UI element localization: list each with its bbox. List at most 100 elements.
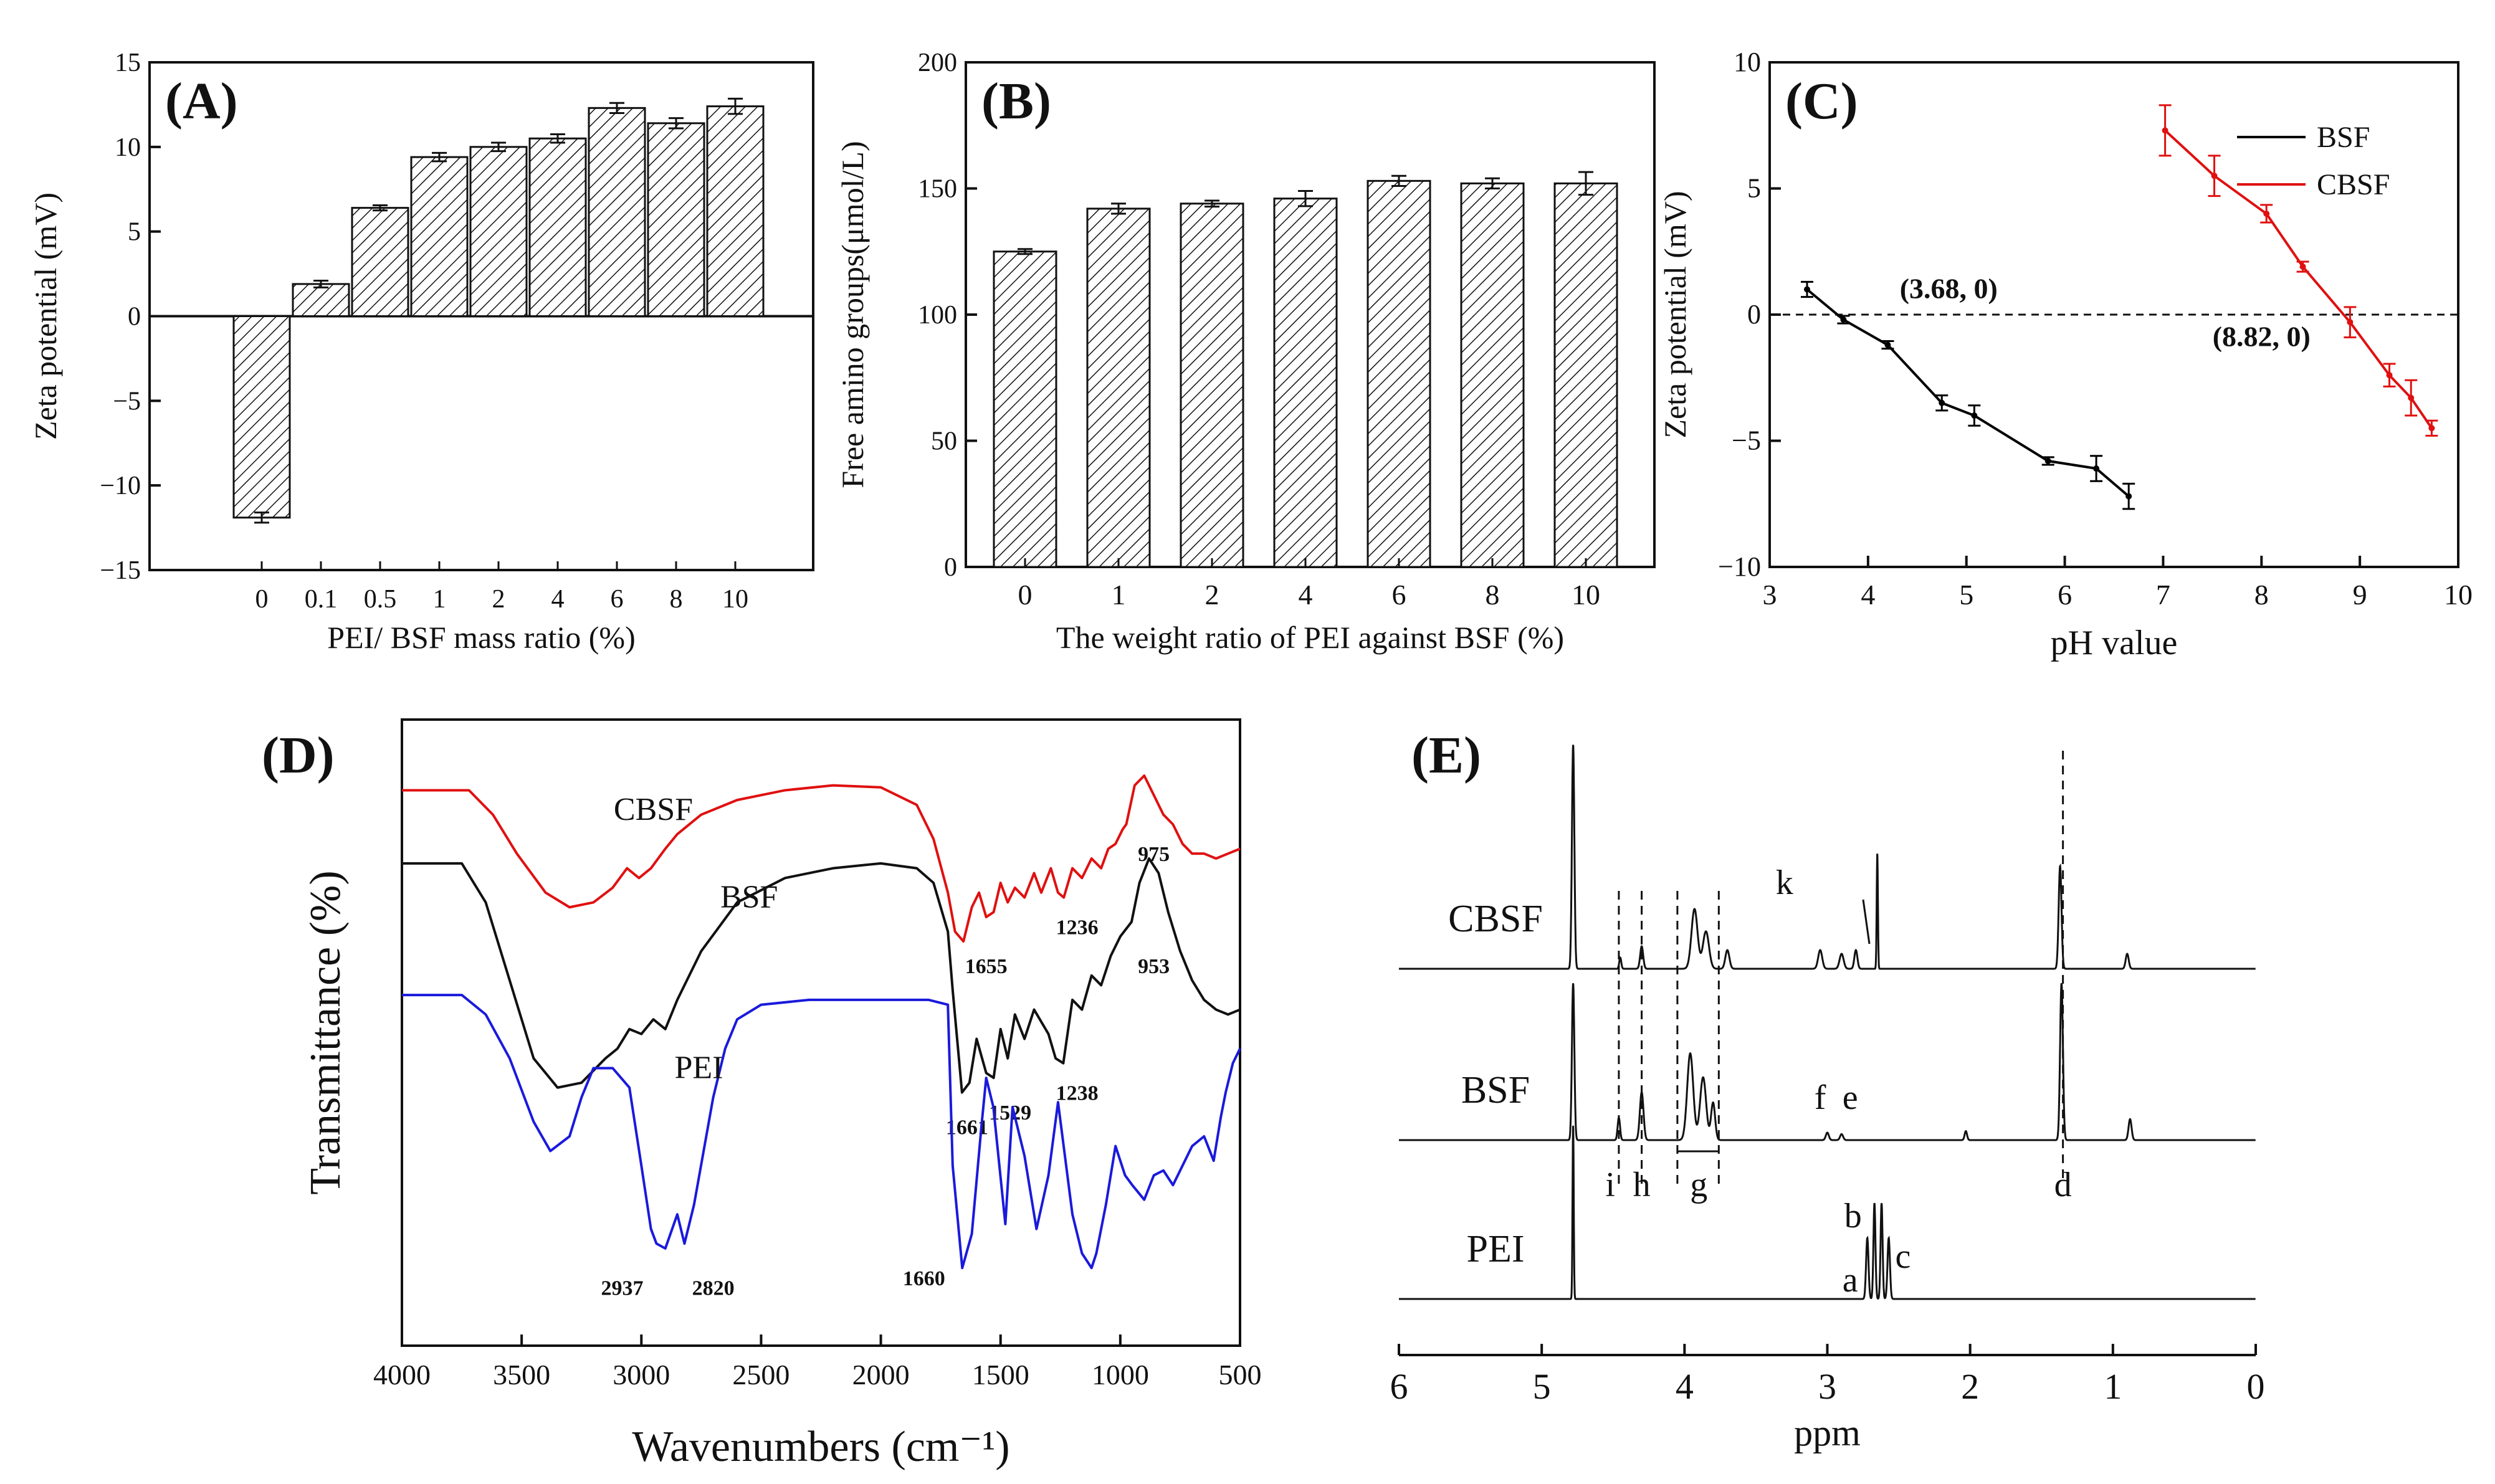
panel-b-xtick-label: 10 [1572, 579, 1600, 611]
panel-a-ytick-label: 5 [128, 218, 141, 247]
panel-c-point [1884, 341, 1891, 348]
panel-d-frame [401, 718, 1241, 1347]
panel-c-point [2093, 465, 2100, 472]
panel-c-xlabel: pH value [2051, 624, 2178, 662]
panel-b-bar [1086, 207, 1151, 568]
panel-a-bar [647, 122, 705, 318]
panel-e-xtick-label: 4 [1676, 1366, 1694, 1407]
panel-b-bar [993, 250, 1057, 568]
panel-a-xtick-label: 0 [255, 585, 269, 614]
panel-e-xtick-label: 5 [1533, 1366, 1551, 1407]
panel-a-xtick-label: 4 [551, 585, 565, 614]
panel-d-xtick-label: 1500 [972, 1359, 1029, 1391]
panel-c-point [2125, 493, 2132, 500]
panel-c-point [1840, 316, 1847, 323]
panel-c-xtick-label: 10 [2444, 579, 2473, 611]
panel-e-xtick-label: 1 [2104, 1366, 2122, 1407]
panel-c-ytick-label: 10 [1734, 47, 1761, 77]
panel-c-point [1939, 399, 1945, 406]
panel-d-xtick-label: 3000 [613, 1359, 670, 1391]
panel-b-xtick-label: 2 [1205, 579, 1219, 611]
panel-c-annotation: (3.68, 0) [1900, 273, 1998, 305]
panel-a-bar [469, 146, 528, 317]
panel-a-ytick-label: 0 [128, 303, 141, 331]
panel-a-bar [706, 105, 765, 317]
panel-b-ytick-label: 0 [944, 553, 957, 582]
panel-a-ytick-label: 10 [115, 133, 141, 162]
panel-d-label: (D) [262, 726, 335, 784]
panel-d-spectrum-bsf [402, 857, 1241, 1094]
panel-b-xtick-label: 8 [1486, 579, 1500, 611]
panel-c-ytick-label: −10 [1718, 551, 1761, 582]
panel-e-peak-label: PEI [1467, 1228, 1525, 1270]
panel-d-peak-label: 1660 [903, 1267, 945, 1290]
panel-b-bar [1367, 179, 1431, 568]
panel-a-xtick-label: 10 [722, 585, 748, 614]
panel-c-ytick-label: −5 [1732, 426, 1761, 456]
panel-d-xtick-label: 500 [1219, 1359, 1262, 1391]
panel-e-peak-label: h [1633, 1166, 1651, 1204]
panel-d-xtick-label: 3500 [493, 1359, 550, 1391]
panel-a-bar [528, 137, 587, 317]
panel-a-xlabel: PEI/ BSF mass ratio (%) [327, 620, 635, 655]
panel-a-label: (A) [165, 72, 238, 130]
panel-a-bar [292, 283, 350, 317]
panel-d-peak-label: 1655 [965, 955, 1008, 978]
panel-c-ytick-label: 0 [1747, 299, 1761, 330]
panel-b-ylabel: Free amino groups(μmol/L) [835, 141, 870, 488]
panel-d-peak-label: PEI [675, 1050, 723, 1085]
panel-a-xtick-label: 0.1 [305, 585, 338, 614]
panel-c-xtick-label: 4 [1861, 579, 1875, 611]
panel-c-series-bsf [1806, 288, 2130, 498]
panel-e-peak-label: f [1815, 1078, 1826, 1117]
panel-c-ylabel: Zeta potential (mV) [1658, 191, 1692, 438]
panel-a-ytick-label: −5 [113, 387, 141, 416]
panel-b-label: (B) [981, 72, 1051, 130]
panel-a-xtick-label: 6 [611, 585, 624, 614]
panel-b-ytick-label: 200 [918, 49, 957, 77]
panel-c-point [2162, 127, 2168, 134]
panel-e-peak-label: e [1843, 1078, 1858, 1117]
panel-b-xtick-label: 0 [1018, 579, 1033, 611]
panel-e-label: (E) [1411, 726, 1481, 784]
panel-b-xtick-label: 4 [1299, 579, 1313, 611]
panel-e-peak-label: i [1605, 1166, 1615, 1204]
panel-a-bar [588, 107, 646, 317]
panel-e-peak-label: c [1896, 1237, 1911, 1276]
panel-d-xtick-label: 4000 [373, 1359, 431, 1391]
panel-d-peak-label: CBSF [614, 792, 693, 827]
panel-a-xtick-label: 8 [670, 585, 683, 614]
panel-c-xtick-label: 5 [1959, 579, 1973, 611]
panel-e-peak-label: CBSF [1448, 898, 1543, 940]
panel-e-spectrum-cbsf [1399, 744, 2256, 970]
panel-e-xtick-label: 3 [1818, 1366, 1836, 1407]
panel-c-label: (C) [1785, 72, 1858, 130]
panel-c-annotation: (8.82, 0) [2213, 320, 2311, 352]
panel-d-peak-label: 1236 [1056, 916, 1099, 939]
panel-b-chart: 0 50 100 150 200 0 1 2 4 6 8 10 (B) The weight ratio … [835, 49, 1656, 655]
panel-c-point [2347, 319, 2354, 326]
panel-e-spectrum-bsf [1399, 982, 2256, 1141]
panel-d-xtick-label: 2500 [732, 1359, 790, 1391]
panel-d-spectrum-cbsf [402, 774, 1241, 943]
panel-d-peak-label: 2937 [601, 1277, 644, 1300]
panel-c-legend-label: CBSF [2317, 168, 2390, 201]
panel-c-point [2408, 394, 2415, 401]
panel-e-peak-label: b [1844, 1197, 1862, 1235]
panel-c-point [2428, 425, 2435, 432]
panel-a-xtick-label: 0.5 [364, 585, 397, 614]
panel-c-point [2211, 173, 2218, 179]
panel-a-bar [410, 156, 469, 317]
panel-d-ylabel: Transmittance (%) [302, 870, 350, 1194]
panel-c-point [2263, 211, 2270, 217]
panel-a-xtick-label: 2 [492, 585, 505, 614]
panel-c-point [2386, 372, 2393, 379]
panel-c-xtick-label: 9 [2353, 579, 2367, 611]
panel-e-xtick-label: 2 [1961, 1366, 1979, 1407]
panel-c-point [1971, 412, 1978, 419]
panel-b-xtick-label: 6 [1392, 579, 1406, 611]
panel-d-chart: 4000 3500 3000 2500 2000 1500 1000 500 CBSF 1655 1… [262, 718, 1262, 1471]
panel-a-bar [351, 207, 409, 317]
panel-a-ylabel: Zeta potential (mV) [28, 193, 63, 440]
